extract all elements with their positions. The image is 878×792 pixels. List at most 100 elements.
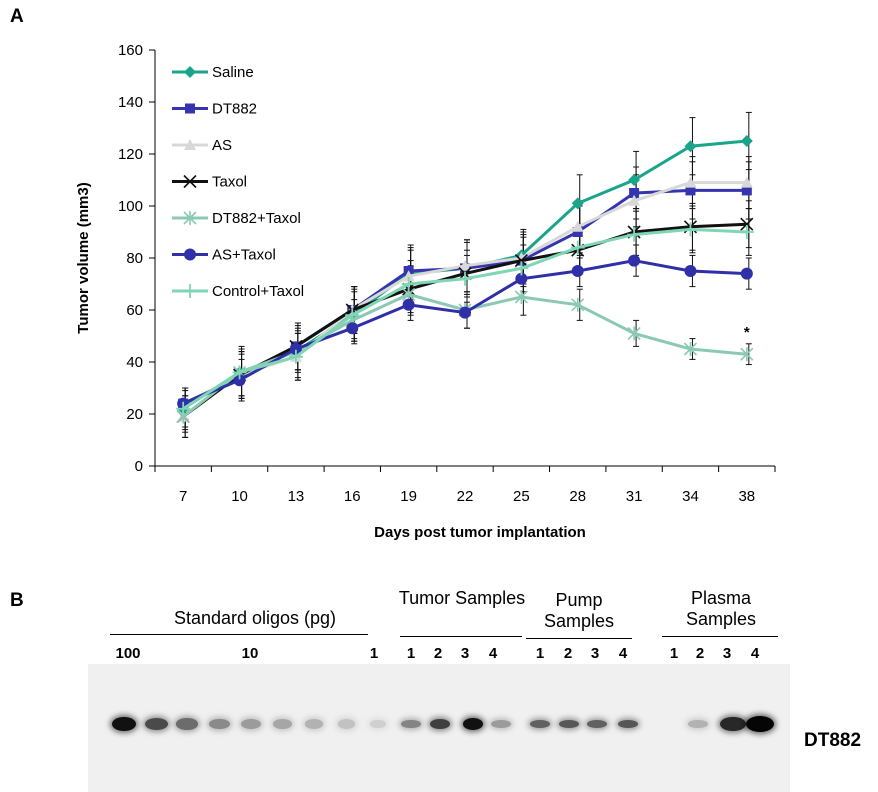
y-tick-label: 80 xyxy=(126,250,143,267)
tumor-volume-chart: 0 20 40 60 80 100 120 140 160 7 10 13 16 19 22 25 28 31 34… xyxy=(75,42,776,541)
x-tick-label: 19 xyxy=(400,488,417,505)
data-point-control-taxol xyxy=(458,271,472,286)
data-point-taxol xyxy=(514,254,528,268)
y-tick-label: 20 xyxy=(126,406,143,423)
data-point-saline xyxy=(571,197,584,210)
x-tick-label: 38 xyxy=(738,488,755,505)
x-tick-label: 31 xyxy=(626,488,643,505)
pump-samples-title: Pump Samples xyxy=(543,590,615,631)
plasma-lane-4: 4 xyxy=(750,645,760,662)
tumor-lane-4: 4 xyxy=(488,645,498,662)
legend-marker-as-taxol xyxy=(184,248,196,261)
standard-lane-100: 100 xyxy=(115,645,141,662)
data-point-control-taxol xyxy=(739,225,754,239)
pump-sample-band xyxy=(618,720,638,728)
data-point-as-taxol xyxy=(233,374,246,387)
tumor-lane-1: 1 xyxy=(406,645,416,662)
tumor-sample-band xyxy=(401,719,421,729)
standard-band xyxy=(208,718,230,730)
data-point-dt882-taxol xyxy=(571,297,585,312)
data-point-dt882 xyxy=(572,227,583,237)
x-tick-label: 22 xyxy=(457,488,474,505)
legend-label-dt882-taxol: DT882+Taxol xyxy=(212,210,301,227)
plasma-samples-title: Plasma Samples xyxy=(685,588,757,629)
plasma-sample-band xyxy=(687,719,709,729)
pump-sample-band xyxy=(530,720,550,728)
data-point-dt882-taxol xyxy=(740,347,754,362)
data-point-as xyxy=(459,259,471,271)
standard-band xyxy=(144,717,168,731)
pump-lane-4: 4 xyxy=(618,645,628,662)
x-axis-title: Days post tumor implantation xyxy=(374,524,586,541)
data-point-as-taxol xyxy=(515,272,528,285)
data-point-taxol xyxy=(740,217,754,231)
data-point-dt882 xyxy=(741,185,752,196)
data-point-control-taxol xyxy=(514,261,529,276)
data-point-as xyxy=(402,270,415,282)
panel-b-letter: B xyxy=(10,590,24,611)
data-point-as xyxy=(628,194,641,206)
standard-oligos-title: Standard oligos (pg) xyxy=(173,608,337,628)
tumor-lane-3: 3 xyxy=(460,645,470,662)
x-tick-label: 7 xyxy=(179,488,187,505)
legend-marker-taxol xyxy=(183,174,197,189)
y-tick-label: 100 xyxy=(118,198,143,215)
data-point-dt882 xyxy=(685,185,696,196)
pump-sample-band xyxy=(587,720,607,728)
plasma-samples-rule xyxy=(662,636,778,637)
plasma-lane-1: 1 xyxy=(669,645,679,662)
data-point-as-taxol xyxy=(289,343,302,355)
legend-label-as-taxol: AS+Taxol xyxy=(212,247,276,264)
data-point-dt882 xyxy=(629,188,640,198)
standard-band xyxy=(370,719,386,729)
legend-label-control-taxol: Control+Taxol xyxy=(212,283,304,300)
y-tick-label: 60 xyxy=(126,302,143,319)
standard-band xyxy=(176,718,198,730)
data-point-as-taxol xyxy=(346,322,359,335)
x-tick-label: 25 xyxy=(513,488,530,505)
x-tick-label: 28 xyxy=(569,488,586,505)
dt882-band-label: DT882 xyxy=(804,730,862,751)
legend-marker-dt882 xyxy=(185,103,195,114)
data-point-as-taxol xyxy=(402,298,415,311)
data-point-as-taxol xyxy=(628,254,641,267)
tumor-sample-band xyxy=(463,718,483,730)
tumor-sample-band xyxy=(491,719,511,729)
data-point-as-taxol xyxy=(571,265,584,277)
x-tick-label: 34 xyxy=(682,488,699,505)
data-point-control-taxol xyxy=(345,308,360,323)
gel-blot-image xyxy=(88,664,790,792)
legend-marker-control-taxol xyxy=(183,284,197,298)
y-tick-label: 0 xyxy=(135,458,143,475)
tumor-samples-rule xyxy=(400,636,522,637)
standard-lane-1: 1 xyxy=(369,645,379,662)
data-point-control-taxol xyxy=(232,365,247,380)
data-point-control-taxol xyxy=(570,240,585,255)
legend-label-taxol: Taxol xyxy=(212,174,247,191)
data-point-as-taxol xyxy=(684,265,697,277)
legend-marker-saline xyxy=(184,66,196,78)
legend-label-dt882: DT882 xyxy=(212,101,257,118)
legend-marker-as xyxy=(184,139,196,150)
y-tick-label: 40 xyxy=(126,354,143,371)
pump-sample-band xyxy=(559,720,579,728)
x-tick-label: 10 xyxy=(231,488,248,505)
plasma-sample-band xyxy=(746,716,774,732)
x-tick-label: 13 xyxy=(288,488,305,505)
data-point-control-taxol xyxy=(176,401,191,416)
y-tick-label: 160 xyxy=(118,42,143,59)
standard-band xyxy=(241,718,261,730)
data-point-saline xyxy=(684,140,697,153)
standard-band xyxy=(305,719,323,729)
tumor-lane-2: 2 xyxy=(433,645,443,662)
plasma-lane-3: 3 xyxy=(722,645,732,662)
pump-lane-2: 2 xyxy=(563,645,573,662)
x-tick-label: 16 xyxy=(344,488,361,505)
standard-oligos-rule xyxy=(110,634,368,635)
y-tick-label: 140 xyxy=(118,94,143,111)
standard-lane-10: 10 xyxy=(241,645,259,662)
data-point-as-taxol xyxy=(459,306,471,319)
significance-annotation: * xyxy=(744,324,750,341)
tumor-sample-band xyxy=(430,718,450,730)
plasma-sample-band xyxy=(719,716,747,732)
